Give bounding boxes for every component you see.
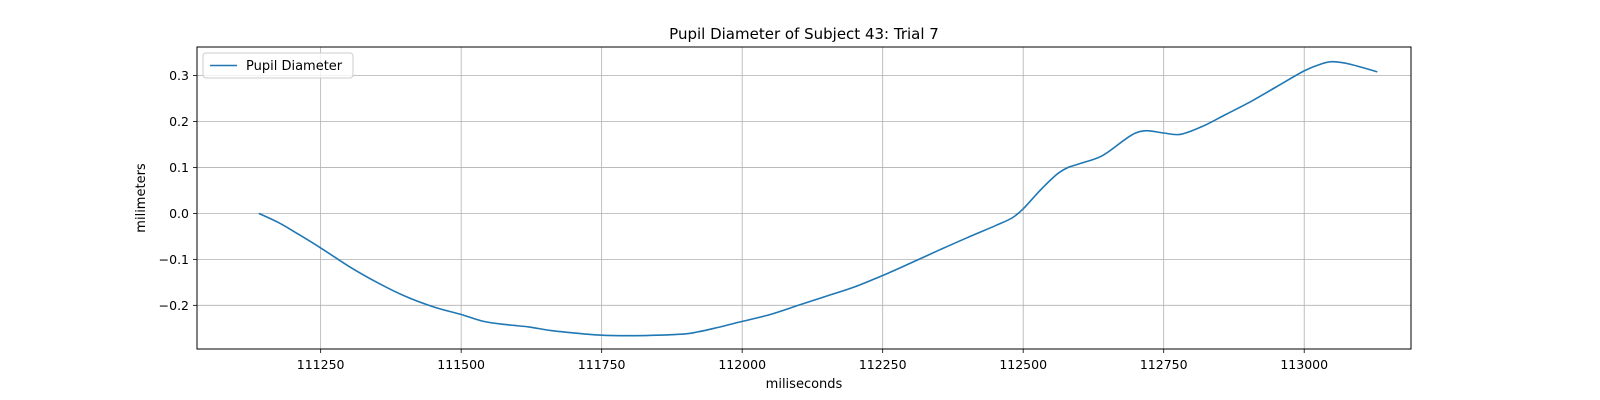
legend-box [202,52,354,79]
x-tick-label: 111500 [437,357,485,372]
x-tick-label: 112500 [999,357,1047,372]
y-tick-label: 0.3 [169,68,189,83]
x-axis-label: miliseconds [766,377,843,392]
y-tick-label: 0.0 [169,206,189,221]
x-tick-label: 112000 [718,357,766,372]
ticks: 111250 111500 111750 112000 112250 112500 1127… [159,68,1328,372]
x-tick-label: 112750 [1140,357,1188,372]
plot-area-frame [196,46,1412,350]
y-axis-label: milimeters [134,163,149,233]
x-tick-label: 111250 [297,357,345,372]
series-line-pupil-diameter [258,60,1378,337]
legend-label: Pupil Diameter [246,59,343,74]
x-tick-label: 112250 [859,357,907,372]
chart-title: Pupil Diameter of Subject 43: Trial 7 [669,25,939,43]
y-tick-label: 0.1 [169,160,189,175]
y-tick-label: −0.1 [159,252,189,267]
x-tick-label: 113000 [1280,357,1328,372]
series-layer [258,60,1378,337]
y-tick-label: 0.2 [169,114,189,129]
grid [197,47,1411,349]
x-tick-label: 111750 [578,357,626,372]
y-tick-label: −0.2 [159,298,189,313]
legend: Pupil Diameter [202,52,354,79]
